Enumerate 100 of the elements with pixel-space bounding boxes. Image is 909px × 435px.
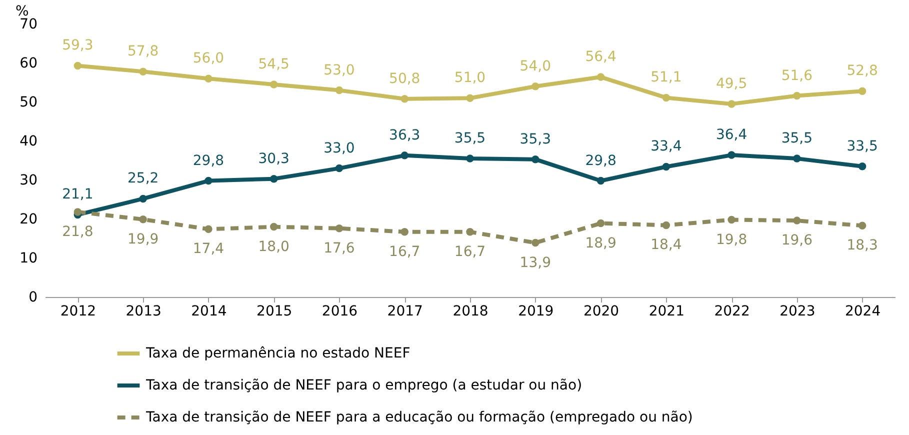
point <box>532 238 540 247</box>
point <box>793 216 801 224</box>
data-label: 51,6 <box>781 68 813 84</box>
data-label: 36,4 <box>716 127 748 144</box>
point <box>662 221 670 230</box>
point <box>662 162 670 171</box>
data-label: 18,4 <box>650 237 682 254</box>
x-tick-label: 2020 <box>583 304 620 320</box>
x-tick-label: 2016 <box>322 304 358 320</box>
data-label: 51,1 <box>650 70 682 86</box>
data-label: 19,9 <box>127 231 159 248</box>
point <box>728 151 736 159</box>
point <box>532 155 540 164</box>
legend-label: Taxa de transição de NEEF para a educação ou formação (empregado ou não) <box>145 410 693 426</box>
point <box>596 73 605 81</box>
data-label: 25,2 <box>127 170 159 187</box>
data-label: 21,1 <box>62 186 94 203</box>
point <box>596 219 605 228</box>
point <box>532 82 540 90</box>
data-label: 18,9 <box>585 235 616 252</box>
data-label: 30,3 <box>258 150 290 167</box>
point <box>335 164 344 172</box>
point <box>204 176 212 185</box>
data-label: 13,9 <box>520 254 551 271</box>
x-tick-label: 2014 <box>191 304 227 320</box>
x-tick-label: 2021 <box>648 304 684 320</box>
x-tick-label: 2015 <box>256 304 292 320</box>
point <box>139 68 147 76</box>
y-tick-label: 10 <box>20 250 38 266</box>
point <box>204 225 212 234</box>
data-label: 29,8 <box>585 152 616 169</box>
point <box>400 228 408 236</box>
point <box>74 208 82 216</box>
data-label: 18,3 <box>846 238 878 254</box>
point <box>335 86 344 94</box>
point <box>793 154 801 162</box>
point <box>270 174 278 183</box>
x-tick-label: 2019 <box>518 304 554 320</box>
data-label: 29,8 <box>192 152 224 169</box>
point <box>728 216 736 224</box>
y-tick-label: 50 <box>20 94 38 110</box>
point <box>270 80 278 88</box>
data-label: 19,8 <box>716 232 748 248</box>
point <box>400 95 408 103</box>
y-tick-label: 0 <box>28 290 38 306</box>
data-label: 54,0 <box>520 58 551 74</box>
x-tick-label: 2018 <box>452 304 488 320</box>
data-label: 33,0 <box>324 140 355 156</box>
x-tick-label: 2013 <box>126 304 162 320</box>
point <box>793 92 801 100</box>
data-label: 21,8 <box>62 224 94 240</box>
data-label: 16,7 <box>454 244 486 260</box>
point <box>270 222 278 231</box>
data-label: 16,7 <box>389 244 420 260</box>
legend-label: Taxa de transição de NEEF para o emprego (a estudar ou não) <box>145 378 582 394</box>
x-tick-label: 2022 <box>714 304 750 320</box>
point <box>400 152 408 160</box>
point <box>728 100 736 108</box>
point <box>466 154 474 162</box>
data-label: 36,3 <box>389 127 420 144</box>
data-label: 49,5 <box>716 76 748 92</box>
point <box>858 222 866 230</box>
y-tick-label: 60 <box>20 56 38 72</box>
y-tick-label: 70 <box>20 16 38 32</box>
data-label: 35,5 <box>781 130 813 147</box>
point <box>662 94 670 102</box>
data-label: 17,4 <box>192 241 224 258</box>
point <box>139 216 147 224</box>
data-label: 33,4 <box>650 138 682 155</box>
x-tick-label: 2023 <box>780 304 816 320</box>
data-label: 56,4 <box>585 49 616 66</box>
point <box>74 62 82 70</box>
data-label: 33,5 <box>846 138 878 154</box>
data-label: 35,3 <box>520 131 551 148</box>
legend-label: Taxa de permanência no estado NEEF <box>145 346 410 362</box>
data-label: 52,8 <box>846 63 878 80</box>
data-label: 57,8 <box>127 44 159 60</box>
point <box>204 74 212 82</box>
point <box>596 176 605 185</box>
x-tick-label: 2017 <box>387 304 423 320</box>
data-label: 54,5 <box>258 56 290 72</box>
point <box>466 228 474 236</box>
data-label: 50,8 <box>389 70 420 87</box>
y-tick-label: 40 <box>20 134 38 150</box>
data-label: 51,0 <box>454 70 486 86</box>
x-tick-label: 2012 <box>60 304 96 320</box>
data-label: 17,6 <box>324 240 355 256</box>
y-tick-label: 20 <box>20 212 38 228</box>
data-label: 19,6 <box>781 232 813 249</box>
data-label: 59,3 <box>62 38 94 54</box>
y-tick-label: 30 <box>20 172 38 188</box>
point <box>858 87 866 95</box>
data-label: 56,0 <box>192 50 224 67</box>
data-label: 18,0 <box>258 238 290 255</box>
data-label: 53,0 <box>324 62 355 78</box>
x-tick-label: 2024 <box>844 304 881 320</box>
point <box>335 224 344 232</box>
point <box>858 162 866 170</box>
point <box>466 94 474 102</box>
data-label: 35,5 <box>454 130 486 147</box>
